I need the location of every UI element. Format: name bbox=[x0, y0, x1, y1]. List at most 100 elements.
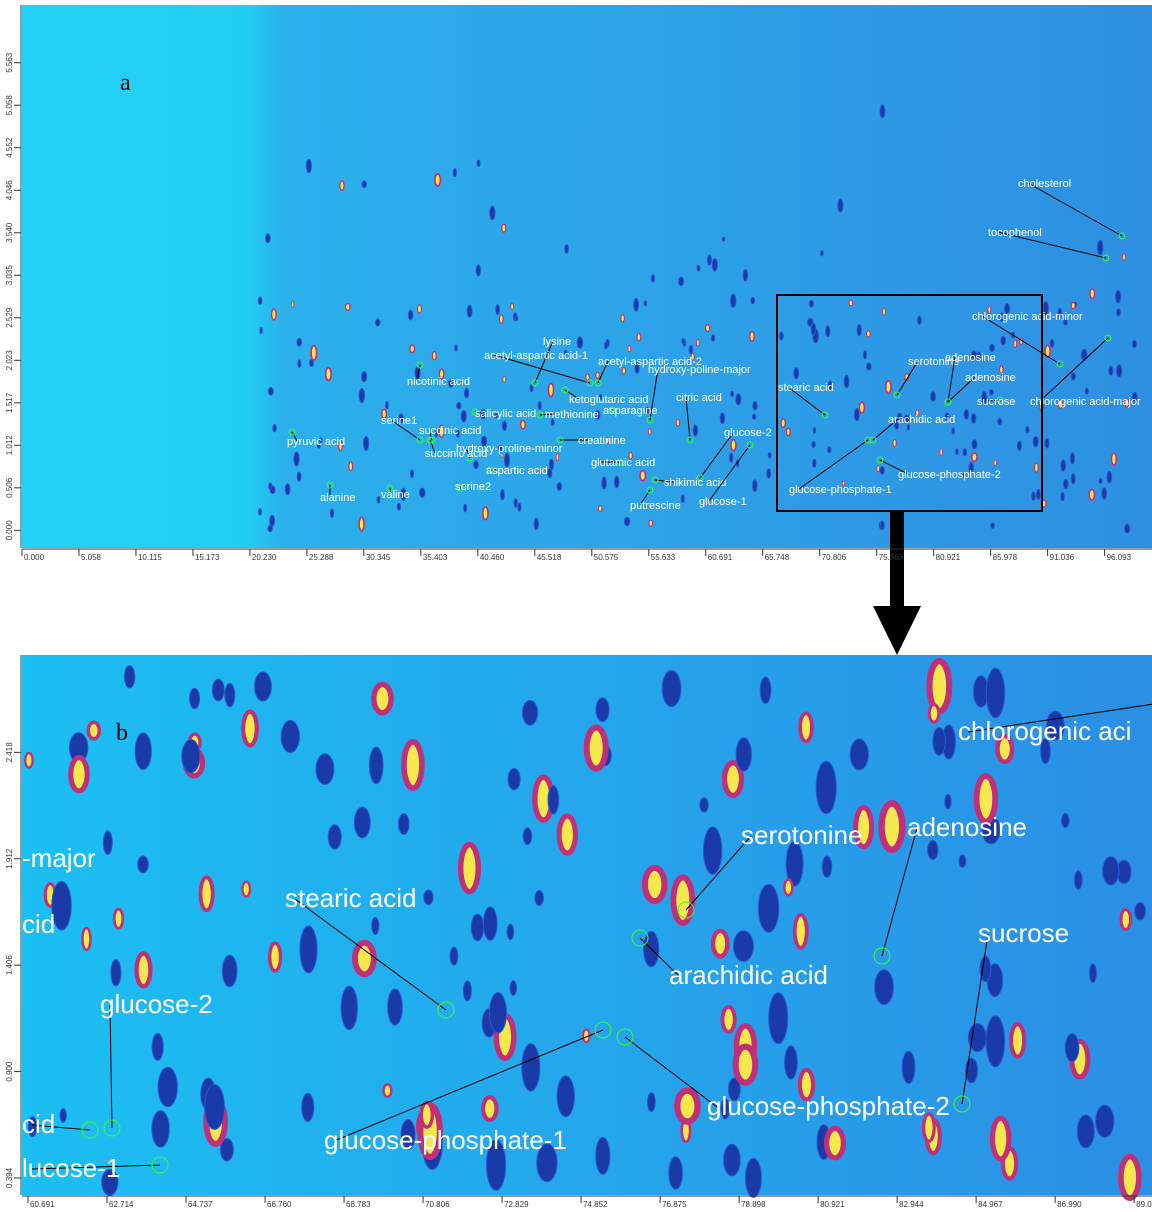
peak bbox=[258, 507, 263, 516]
peak bbox=[604, 341, 608, 350]
peak bbox=[296, 471, 302, 482]
x-tick-label: 50.575 bbox=[594, 553, 619, 562]
peak bbox=[449, 946, 459, 966]
peak bbox=[955, 448, 959, 456]
peak bbox=[636, 332, 642, 342]
peak-label: salicylic acid bbox=[475, 408, 536, 420]
leader-line bbox=[798, 439, 869, 490]
peak bbox=[927, 703, 941, 724]
peak-marker bbox=[594, 1021, 612, 1039]
peak bbox=[438, 424, 445, 439]
peak-label: adenosine bbox=[907, 812, 1027, 842]
peak bbox=[361, 371, 368, 383]
x-tick-label: 74.852 bbox=[583, 1200, 608, 1209]
peak-label: glutamic acid bbox=[591, 457, 655, 469]
x-tick-label: 64.737 bbox=[188, 1200, 213, 1209]
peak-label: arachidic acid bbox=[888, 414, 955, 426]
peak bbox=[534, 889, 545, 907]
peak-marker bbox=[616, 1028, 634, 1046]
peak bbox=[680, 494, 685, 503]
peak bbox=[1115, 364, 1123, 378]
peak bbox=[1044, 438, 1050, 449]
peak bbox=[267, 941, 283, 973]
peak bbox=[876, 465, 880, 473]
peak bbox=[456, 401, 462, 410]
peak bbox=[337, 440, 343, 452]
peak bbox=[254, 671, 272, 702]
peak-marker bbox=[953, 1095, 971, 1113]
peak bbox=[110, 958, 122, 987]
peak bbox=[971, 439, 978, 450]
peak bbox=[1088, 963, 1097, 984]
peak-label: pyruvic acid bbox=[287, 436, 345, 448]
peak bbox=[397, 813, 410, 835]
peak bbox=[506, 923, 515, 941]
peak bbox=[1069, 452, 1076, 465]
peak bbox=[454, 344, 458, 352]
peak bbox=[555, 452, 560, 462]
peak-label: hydroxy-proline-minor bbox=[456, 443, 563, 455]
peak bbox=[481, 1095, 499, 1123]
peak bbox=[137, 855, 149, 874]
peak bbox=[1118, 1153, 1142, 1201]
peak bbox=[894, 421, 900, 430]
leader-line bbox=[474, 411, 486, 414]
peak-label: chlorogenic acid-minor bbox=[972, 311, 1083, 323]
peak bbox=[1040, 737, 1051, 765]
x-tick-label: 91.036 bbox=[1050, 553, 1075, 562]
peak bbox=[475, 264, 482, 277]
peak bbox=[1062, 478, 1069, 490]
leader-line bbox=[872, 418, 899, 441]
peak bbox=[521, 699, 539, 726]
leader-line bbox=[896, 360, 919, 396]
peak-marker bbox=[466, 454, 474, 462]
peak bbox=[696, 338, 700, 347]
peak bbox=[970, 412, 977, 424]
peak-marker bbox=[873, 947, 891, 965]
peak bbox=[1119, 908, 1132, 931]
peak bbox=[783, 878, 794, 897]
peak bbox=[843, 374, 850, 389]
peak-label: succinic acid bbox=[425, 448, 487, 460]
peak bbox=[1032, 435, 1039, 448]
peak bbox=[1060, 459, 1066, 472]
peak bbox=[962, 447, 968, 457]
peak bbox=[556, 482, 563, 491]
peak-label: tocophenol bbox=[988, 227, 1042, 239]
peak bbox=[748, 330, 756, 342]
peak bbox=[501, 223, 507, 233]
x-tick-label: 75.863 bbox=[879, 553, 904, 562]
peak-label: cid bbox=[22, 909, 55, 939]
peak bbox=[1124, 523, 1131, 534]
peak-label: shikimic acid bbox=[664, 477, 726, 489]
zoom-box bbox=[776, 294, 1043, 512]
peak bbox=[476, 159, 481, 168]
x-tick-label: 84.967 bbox=[978, 1200, 1003, 1209]
peak bbox=[473, 460, 479, 470]
peak-marker bbox=[437, 1001, 455, 1019]
peak-marker bbox=[893, 391, 901, 399]
leader-line bbox=[597, 360, 609, 384]
peak bbox=[466, 304, 473, 318]
peak bbox=[396, 502, 402, 511]
peak bbox=[198, 875, 215, 913]
x-tick-label: 5.058 bbox=[81, 553, 102, 562]
peak bbox=[462, 980, 472, 1002]
peak bbox=[409, 469, 415, 479]
peak bbox=[793, 367, 800, 380]
peak bbox=[704, 323, 711, 333]
peak-marker bbox=[536, 411, 544, 419]
peak bbox=[498, 314, 504, 324]
peak-marker bbox=[696, 474, 704, 482]
peak bbox=[853, 407, 860, 422]
peak bbox=[721, 236, 726, 242]
y-tick-label: 1.012 bbox=[5, 435, 14, 456]
peak bbox=[702, 826, 723, 875]
peak bbox=[681, 337, 686, 345]
arrow-head bbox=[873, 606, 921, 655]
peak bbox=[643, 300, 648, 307]
peak-label: lysine bbox=[543, 336, 571, 348]
x-tick-label: 66.760 bbox=[267, 1200, 292, 1209]
peak bbox=[1098, 477, 1103, 485]
peak bbox=[521, 1043, 541, 1092]
